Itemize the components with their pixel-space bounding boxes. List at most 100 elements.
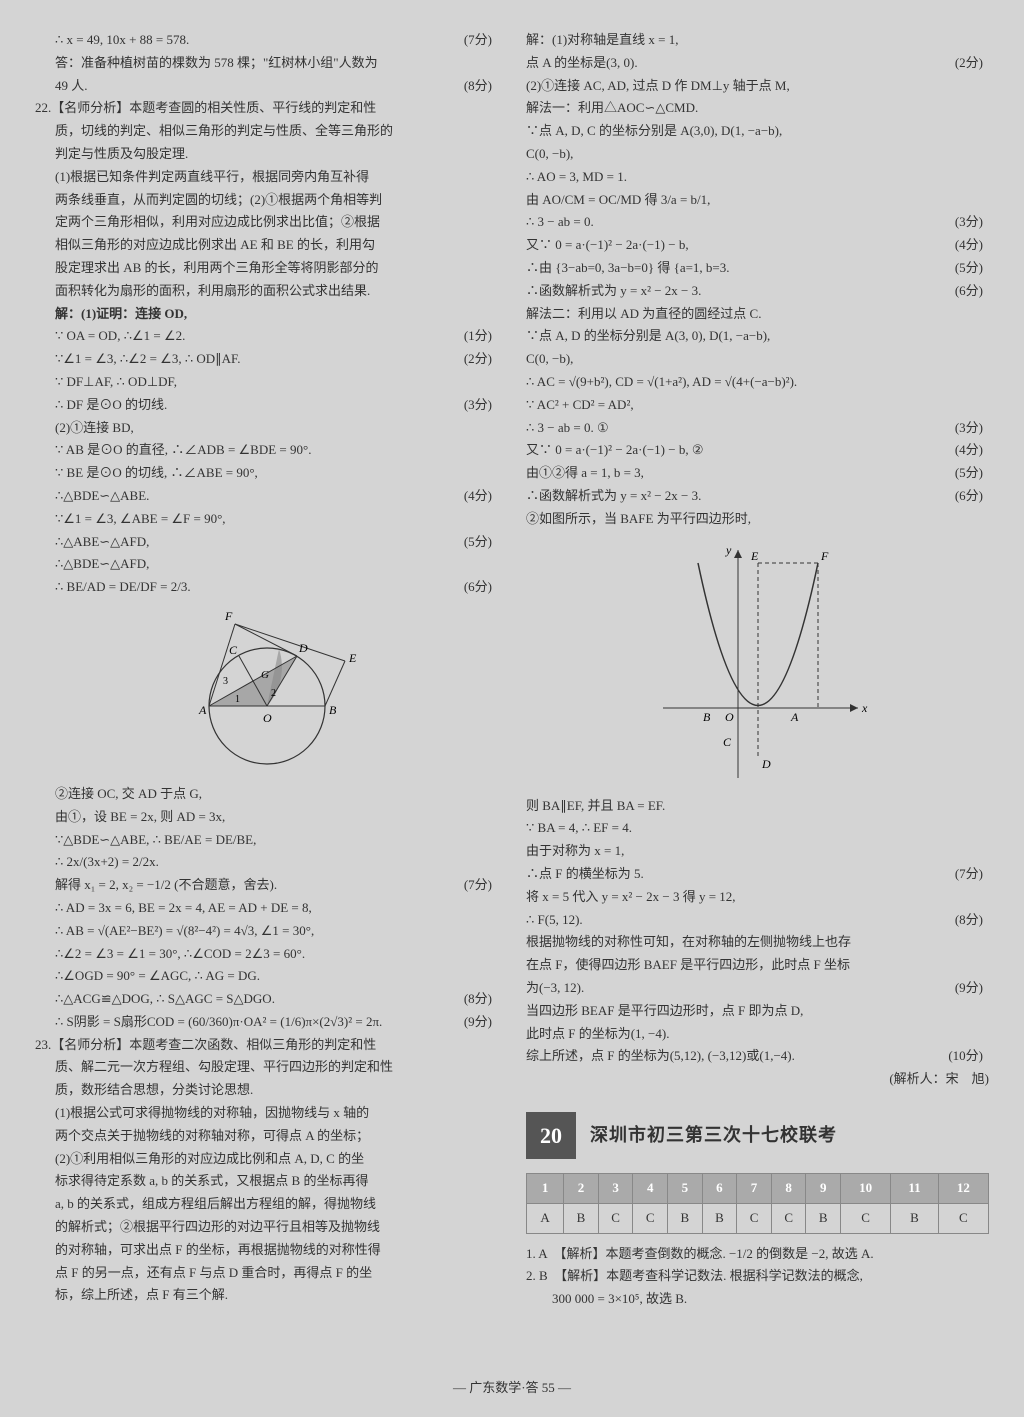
text: ∴函数解析式为 y = x² − 2x − 3. xyxy=(526,488,701,503)
score-mark: (1分) xyxy=(464,326,492,347)
text: 22.【名师分析】本题考查圆的相关性质、平行线的判定和性 xyxy=(35,100,376,115)
section-header: 20 深圳市初三第三次十七校联考 xyxy=(526,1112,989,1159)
analysis-line: 标求得待定系数 a, b 的关系式，又根据点 B 的坐标再得 xyxy=(35,1171,498,1192)
question-heading: 23.【名师分析】本题考查二次函数、相似三角形的判定和性 xyxy=(35,1035,498,1056)
table-cell: C xyxy=(598,1203,633,1233)
analysis-line: 两个交点关于抛物线的对称轴对称，可得点 A 的坐标； xyxy=(35,1126,498,1147)
solution-line: ∴点 F 的横坐标为 5.(7分) xyxy=(526,864,989,885)
score-mark: (9分) xyxy=(955,978,983,999)
label-x: x xyxy=(861,701,868,715)
text: 相似三角形的对应边成比例求出 AE 和 BE 的长，利用勾 xyxy=(55,237,375,252)
text: ∴∠2 = ∠3 = ∠1 = 30°, ∴∠COD = 2∠3 = 60°. xyxy=(55,946,305,961)
text: 点 A 的坐标是(3, 0). xyxy=(526,55,638,70)
score-mark: (6分) xyxy=(955,281,983,302)
table-cell: A xyxy=(527,1203,564,1233)
text: ∴∠OGD = 90° = ∠AGC, ∴ AG = DG. xyxy=(55,968,260,983)
analysis-line: 质，数形结合思想，分类讨论思想. xyxy=(35,1080,498,1101)
text: ∴函数解析式为 y = x² − 2x − 3. xyxy=(526,283,701,298)
solution-line: (2)①连接 AC, AD, 过点 D 作 DM⊥y 轴于点 M, xyxy=(526,76,989,97)
circle-diagram-svg: A B O C D E F G 1 2 3 xyxy=(167,606,367,776)
solution-line: 当四边形 BEAF 是平行四边形时，点 F 即为点 D, xyxy=(526,1001,989,1022)
label-B: B xyxy=(703,710,711,724)
text: ∴ BE/AD = DE/DF = 2/3. xyxy=(55,579,191,594)
label-O: O xyxy=(263,711,272,725)
solution-line: ∴ 3 − ab = 0. ①(3分) xyxy=(526,418,989,439)
question-heading: 22.【名师分析】本题考查圆的相关性质、平行线的判定和性 xyxy=(35,98,498,119)
analysis-line: 点 F 的另一点，还有点 F 与点 D 重合时，再得点 F 的坐 xyxy=(35,1263,498,1284)
text: ∵ DF⊥AF, ∴ OD⊥DF, xyxy=(55,374,177,389)
text: ②如图所示，当 BAFE 为平行四边形时, xyxy=(526,511,751,526)
table-header-cell: 4 xyxy=(633,1174,668,1204)
text: 判定与性质及勾股定理. xyxy=(55,146,188,161)
parabola-figure: E F B A O C D x y xyxy=(526,538,989,788)
label-C: C xyxy=(229,643,238,657)
label-C: C xyxy=(723,735,732,749)
text: ∴ x = 49, 10x + 88 = 578. xyxy=(55,32,189,47)
text: C(0, −b), xyxy=(526,351,573,366)
text: 两个交点关于抛物线的对称轴对称，可得点 A 的坐标； xyxy=(55,1128,369,1143)
text: 的解析式；②根据平行四边形的对边平行且相等及抛物线 xyxy=(55,1219,380,1234)
table-header-cell: 8 xyxy=(771,1174,806,1204)
text: ∵∠1 = ∠3, ∴∠2 = ∠3, ∴ OD∥AF. xyxy=(55,351,240,366)
solution-line: ∴ AD = 3x = 6, BE = 2x = 4, AE = AD + DE… xyxy=(35,898,498,919)
solution-line: 在点 F，使得四边形 BAEF 是平行四边形，此时点 F 坐标 xyxy=(526,955,989,976)
score-mark: (4分) xyxy=(955,440,983,461)
text: ∴ F(5, 12). xyxy=(526,912,583,927)
text: ∵ OA = OD, ∴∠1 = ∠2. xyxy=(55,328,185,343)
solution-line: ∴△ABE∽△AFD,(5分) xyxy=(35,532,498,553)
label-E: E xyxy=(348,651,357,665)
solution-line: 49 人.(8分) xyxy=(35,76,498,97)
solution-line: 综上所述，点 F 的坐标为(5,12), (−3,12)或(1,−4).(10分… xyxy=(526,1046,989,1067)
score-mark: (8分) xyxy=(464,989,492,1010)
text: ∵点 A, D 的坐标分别是 A(3, 0), D(1, −a−b), xyxy=(526,328,770,343)
page-footer: — 广东数学·答 55 — xyxy=(0,1378,1024,1399)
solution-line: 解：(1)对称轴是直线 x = 1, xyxy=(526,30,989,51)
left-column: ∴ x = 49, 10x + 88 = 578. (7分) 答：准备种植树苗的棵… xyxy=(35,30,498,1387)
solution-line: 答：准备种植树苗的棵数为 578 棵；"红树林小组"人数为 xyxy=(35,53,498,74)
label-2: 2 xyxy=(271,688,276,699)
solution-line: ∴∠OGD = 90° = ∠AGC, ∴ AG = DG. xyxy=(35,966,498,987)
text: a, b 的关系式，组成方程组后解出方程组的解，得抛物线 xyxy=(55,1196,376,1211)
text: ∵ BA = 4, ∴ EF = 4. xyxy=(526,820,632,835)
solution-line: ∴ F(5, 12).(8分) xyxy=(526,910,989,931)
solution-line: C(0, −b), xyxy=(526,349,989,370)
text: 解：(1)对称轴是直线 x = 1, xyxy=(526,32,679,47)
solution-line: 又∵ 0 = a·(−1)² − 2a·(−1) − b,(4分) xyxy=(526,235,989,256)
label-3: 3 xyxy=(223,676,228,687)
analysis-line: a, b 的关系式，组成方程组后解出方程组的解，得抛物线 xyxy=(35,1194,498,1215)
table-cell: C xyxy=(633,1203,668,1233)
solution-start: 解：(1)证明：连接 OD, xyxy=(35,304,498,325)
solution-line: ∵ BA = 4, ∴ EF = 4. xyxy=(526,818,989,839)
solution-line: ∴ BE/AD = DE/DF = 2/3.(6分) xyxy=(35,577,498,598)
score-mark: (2分) xyxy=(464,349,492,370)
solution-line: 解法一：利用△AOC∽△CMD. xyxy=(526,98,989,119)
table-header-row: 123456789101112 xyxy=(527,1174,989,1204)
text: 2. B 【解析】本题考查科学记数法. 根据科学记数法的概念, xyxy=(526,1268,863,1283)
text: 两条线垂直，从而判定圆的切线；(2)①根据两个角相等判 xyxy=(55,192,382,207)
text: ∴ 2x/(3x+2) = 2/2x. xyxy=(55,854,159,869)
label-A: A xyxy=(790,710,799,724)
solution-line: ∴ AO = 3, MD = 1. xyxy=(526,167,989,188)
score-mark: (4分) xyxy=(464,486,492,507)
text: 解：(1)证明：连接 OD, xyxy=(55,306,187,321)
solution-line: (2)①连接 BD, xyxy=(35,418,498,439)
solution-line: ∵ OA = OD, ∴∠1 = ∠2. (1分) xyxy=(35,326,498,347)
table-cell: B xyxy=(806,1203,841,1233)
author-line: (解析人：宋 旭) xyxy=(526,1069,989,1090)
text: ∵点 A, D, C 的坐标分别是 A(3,0), D(1, −a−b), xyxy=(526,123,782,138)
text: 答：准备种植树苗的棵数为 578 棵；"红树林小组"人数为 xyxy=(55,55,378,70)
solution-line: 此时点 F 的坐标为(1, −4). xyxy=(526,1024,989,1045)
label-y: y xyxy=(725,543,732,557)
text: 面积转化为扇形的面积，利用扇形的面积公式求出结果. xyxy=(55,283,370,298)
table-header-cell: 7 xyxy=(737,1174,772,1204)
solution-line: ∴ 2x/(3x+2) = 2/2x. xyxy=(35,852,498,873)
analysis-line: 股定理求出 AB 的长，利用两个三角形全等将阴影部分的 xyxy=(35,258,498,279)
label-B: B xyxy=(329,703,337,717)
analysis-line: 面积转化为扇形的面积，利用扇形的面积公式求出结果. xyxy=(35,281,498,302)
solution-line: ∵ AC² + CD² = AD², xyxy=(526,395,989,416)
score-mark: (3分) xyxy=(464,395,492,416)
text: 由于对称为 x = 1, xyxy=(526,843,624,858)
score-mark: (7分) xyxy=(464,30,492,51)
item-line: 2. B 【解析】本题考查科学记数法. 根据科学记数法的概念, xyxy=(526,1266,989,1287)
table-cell: B xyxy=(702,1203,737,1233)
